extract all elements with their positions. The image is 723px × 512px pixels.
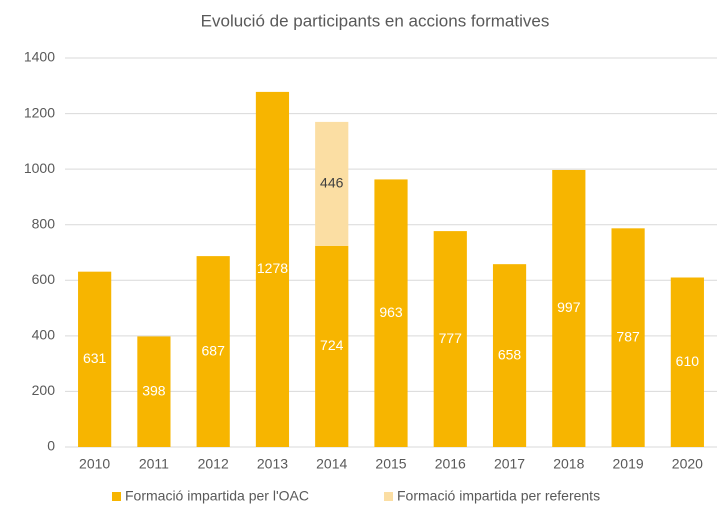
x-tick-label: 2020 bbox=[672, 456, 703, 472]
data-label: 687 bbox=[202, 342, 226, 358]
x-tick-label: 2012 bbox=[198, 456, 229, 472]
x-tick-label: 2011 bbox=[139, 456, 169, 472]
y-tick-label: 1000 bbox=[24, 160, 55, 176]
y-tick-label: 200 bbox=[32, 382, 56, 398]
data-label: 777 bbox=[439, 330, 463, 346]
data-label: 724 bbox=[320, 337, 344, 353]
bar-segment bbox=[137, 336, 171, 447]
bar-segment bbox=[374, 179, 408, 447]
x-tick-label: 2010 bbox=[79, 456, 110, 472]
data-label: 610 bbox=[676, 353, 700, 369]
x-tick-label: 2019 bbox=[613, 456, 644, 472]
bar-segment bbox=[255, 91, 290, 448]
y-tick-label: 600 bbox=[32, 271, 56, 287]
y-tick-label: 400 bbox=[32, 327, 56, 343]
bar-segment bbox=[315, 121, 349, 246]
data-label: 446 bbox=[320, 175, 344, 191]
bar-segment bbox=[433, 231, 467, 447]
y-tick-label: 800 bbox=[32, 215, 56, 231]
x-tick-label: 2014 bbox=[316, 456, 347, 472]
x-tick-label: 2018 bbox=[553, 456, 584, 472]
x-tick-label: 2017 bbox=[494, 456, 525, 472]
data-label: 658 bbox=[498, 346, 522, 362]
data-label: 997 bbox=[557, 299, 581, 315]
legend-swatch bbox=[112, 492, 121, 501]
bar-segment bbox=[315, 245, 349, 447]
data-label: 398 bbox=[142, 382, 166, 398]
bar-segment bbox=[78, 271, 112, 447]
data-label: 631 bbox=[83, 350, 107, 366]
bar-segment bbox=[492, 264, 527, 447]
x-tick-label: 2015 bbox=[375, 456, 406, 472]
bar-segment bbox=[670, 277, 704, 447]
chart-title: Evolució de participants en accions form… bbox=[201, 11, 550, 30]
y-tick-label: 1400 bbox=[24, 49, 55, 65]
y-tick-label: 1200 bbox=[24, 104, 55, 120]
data-label: 963 bbox=[379, 304, 403, 320]
legend-label: Formació impartida per l'OAC bbox=[125, 488, 309, 504]
y-tick-label: 0 bbox=[47, 438, 55, 454]
bar-segment bbox=[611, 228, 645, 447]
legend-label: Formació impartida per referents bbox=[397, 488, 600, 504]
bar-segment bbox=[196, 256, 230, 447]
legend-swatch bbox=[384, 492, 393, 501]
data-label: 787 bbox=[616, 328, 640, 344]
bar-segment bbox=[552, 169, 586, 447]
x-tick-label: 2016 bbox=[435, 456, 466, 472]
data-label: 1278 bbox=[257, 260, 288, 276]
x-tick-label: 2013 bbox=[257, 456, 288, 472]
